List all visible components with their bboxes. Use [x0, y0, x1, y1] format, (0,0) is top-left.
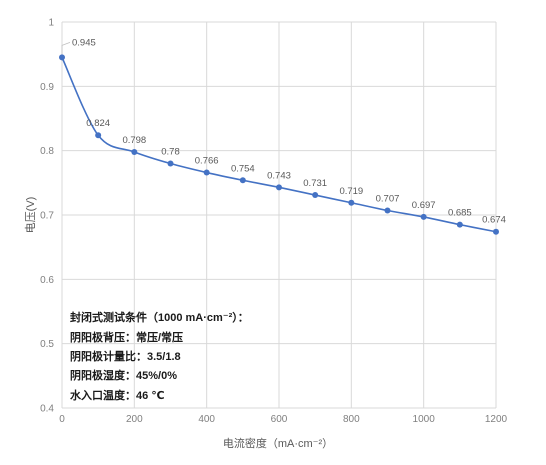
x-tick-label: 800	[343, 414, 360, 425]
y-tick-label: 1	[48, 18, 54, 29]
x-tick-label: 400	[198, 414, 215, 425]
y-tick-label: 0.9	[40, 82, 54, 93]
x-tick-label: 600	[271, 414, 288, 425]
data-point	[131, 148, 138, 155]
data-points	[59, 54, 499, 235]
y-tick-label: 0.6	[40, 275, 54, 286]
x-tick-label: 200	[126, 414, 143, 425]
data-label: 0.674	[482, 215, 506, 226]
data-label: 0.78	[161, 147, 180, 158]
data-point	[348, 199, 355, 206]
data-point	[384, 207, 391, 214]
x-tick-label: 1200	[485, 414, 508, 425]
data-point	[312, 192, 319, 199]
data-point	[167, 160, 174, 167]
note-line-stoichiometry: 阴阳极计量比：3.5/1.8	[70, 349, 181, 363]
x-tick-label: 0	[59, 414, 65, 425]
data-point	[456, 221, 463, 228]
data-point	[239, 177, 246, 184]
data-point	[420, 213, 427, 220]
data-label: 0.798	[122, 135, 146, 146]
data-label: 0.685	[448, 208, 472, 219]
note-line-title: 封闭式测试条件（1000 mA·cm⁻²）：	[70, 310, 249, 324]
data-label: 0.824	[86, 118, 110, 129]
data-label: 0.707	[376, 193, 400, 204]
data-point	[493, 228, 499, 235]
note-line-back-pressure: 阴阳极背压：常压/常压	[70, 330, 183, 344]
data-point	[203, 169, 210, 176]
test-conditions-note: 封闭式测试条件（1000 mA·cm⁻²）： 阴阳极背压：常压/常压 阴阳极计量…	[70, 310, 249, 402]
data-point	[95, 132, 102, 139]
data-labels: 0.945 0.824 0.798 0.78 0.766 0.754 0.743 0.731 0…	[72, 37, 506, 225]
data-label: 0.766	[195, 156, 219, 167]
y-tick-label: 0.7	[40, 211, 54, 222]
data-label: 0.719	[339, 186, 363, 197]
y-axis-title: 电压(V)	[24, 197, 37, 234]
x-tick-labels: 0 200 400 600 800 1000 1200	[59, 414, 507, 425]
note-line-humidity: 阴阳极湿度：45%/0%	[70, 368, 177, 382]
data-point	[59, 54, 65, 61]
data-label: 0.743	[267, 170, 291, 181]
y-tick-label: 0.5	[40, 339, 54, 350]
y-tick-labels: 0.4 0.5 0.6 0.7 0.8 0.9 1	[40, 18, 54, 415]
leader-line	[61, 42, 71, 55]
note-line-water-temperature: 水入口温度：46 ℃	[70, 388, 165, 402]
y-tick-label: 0.8	[40, 146, 54, 157]
x-tick-label: 1000	[413, 414, 436, 425]
x-axis-title: 电流密度（mA·cm⁻²）	[223, 436, 333, 450]
data-point	[276, 184, 282, 191]
y-tick-label: 0.4	[40, 404, 54, 415]
data-label: 0.731	[303, 178, 327, 189]
data-label: 0.697	[412, 200, 436, 211]
data-label: 0.754	[231, 163, 255, 174]
data-label: 0.945	[72, 37, 96, 48]
